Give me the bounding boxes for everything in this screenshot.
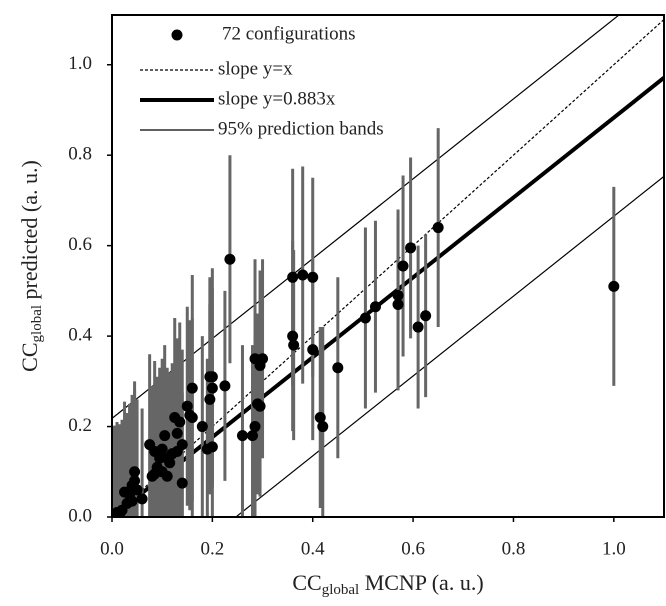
point — [196, 421, 208, 433]
point — [181, 400, 193, 412]
point — [405, 242, 417, 254]
legend-label: 72 configurations — [222, 23, 356, 44]
point — [206, 382, 218, 394]
y-tick-label: 0.2 — [68, 415, 92, 436]
point — [149, 445, 161, 457]
fit-line — [112, 19, 664, 517]
point — [112, 510, 121, 517]
y-tick-label: 0.6 — [68, 234, 92, 255]
x-axis-label: CCglobal MCNP (a. u.) — [292, 570, 483, 598]
point — [119, 486, 131, 498]
point — [131, 484, 143, 496]
point — [236, 430, 248, 442]
x-tick-label: 0.0 — [100, 538, 124, 559]
point — [169, 412, 181, 424]
point — [397, 260, 409, 272]
point — [288, 339, 300, 351]
point — [392, 298, 404, 310]
fit-line — [234, 175, 664, 517]
y-label-sub: global — [29, 305, 45, 343]
point — [412, 321, 424, 333]
legend-label: slope y=0.883x — [218, 88, 336, 109]
y-label-rest: predicted (a. u.) — [17, 160, 42, 305]
x-tick-label: 0.6 — [401, 538, 425, 559]
y-tick-label: 1.0 — [68, 53, 92, 74]
point — [184, 409, 196, 421]
x-label-main: CC — [292, 570, 321, 595]
point — [161, 452, 173, 464]
point — [287, 330, 299, 342]
point — [204, 393, 216, 405]
point — [136, 493, 148, 505]
point — [359, 312, 371, 324]
point — [161, 470, 173, 482]
fit-line — [112, 15, 620, 419]
y-label-main: CC — [17, 342, 42, 371]
legend-marker — [171, 29, 183, 41]
legend-label: slope y=x — [218, 58, 293, 79]
point — [254, 359, 266, 371]
fit-line — [112, 76, 664, 517]
point — [369, 301, 381, 313]
point — [206, 441, 218, 453]
axes-frame — [111, 14, 665, 518]
point — [204, 371, 216, 383]
x-label-sub: global — [322, 582, 360, 598]
x-label-rest: MCNP (a. u.) — [359, 570, 483, 595]
y-tick-label: 0.4 — [68, 324, 92, 345]
point — [420, 310, 432, 322]
point — [224, 253, 236, 265]
point — [287, 271, 299, 283]
x-tick-label: 0.8 — [502, 538, 526, 559]
plot-area — [112, 15, 664, 517]
point — [247, 430, 259, 442]
legend-label: 95% prediction bands — [218, 118, 384, 139]
point — [317, 421, 329, 433]
point — [297, 269, 309, 281]
y-axis-label: CCglobal predicted (a. u.) — [17, 160, 45, 372]
point — [249, 421, 261, 433]
point — [219, 380, 231, 392]
point — [159, 430, 171, 442]
x-tick-label: 1.0 — [602, 538, 626, 559]
y-tick-label: 0.8 — [68, 144, 92, 165]
point — [307, 344, 319, 356]
point — [432, 222, 444, 234]
x-tick-label: 0.2 — [200, 538, 224, 559]
point — [121, 497, 133, 509]
point — [307, 271, 319, 283]
y-tick-label: 0.0 — [68, 505, 92, 526]
point — [392, 289, 404, 301]
point — [608, 280, 620, 292]
point — [176, 477, 188, 489]
point — [146, 470, 158, 482]
point — [129, 466, 141, 478]
point — [171, 427, 183, 439]
point — [186, 382, 198, 394]
x-tick-label: 0.4 — [301, 538, 325, 559]
point — [314, 412, 326, 424]
point — [254, 400, 266, 412]
point — [332, 362, 344, 374]
